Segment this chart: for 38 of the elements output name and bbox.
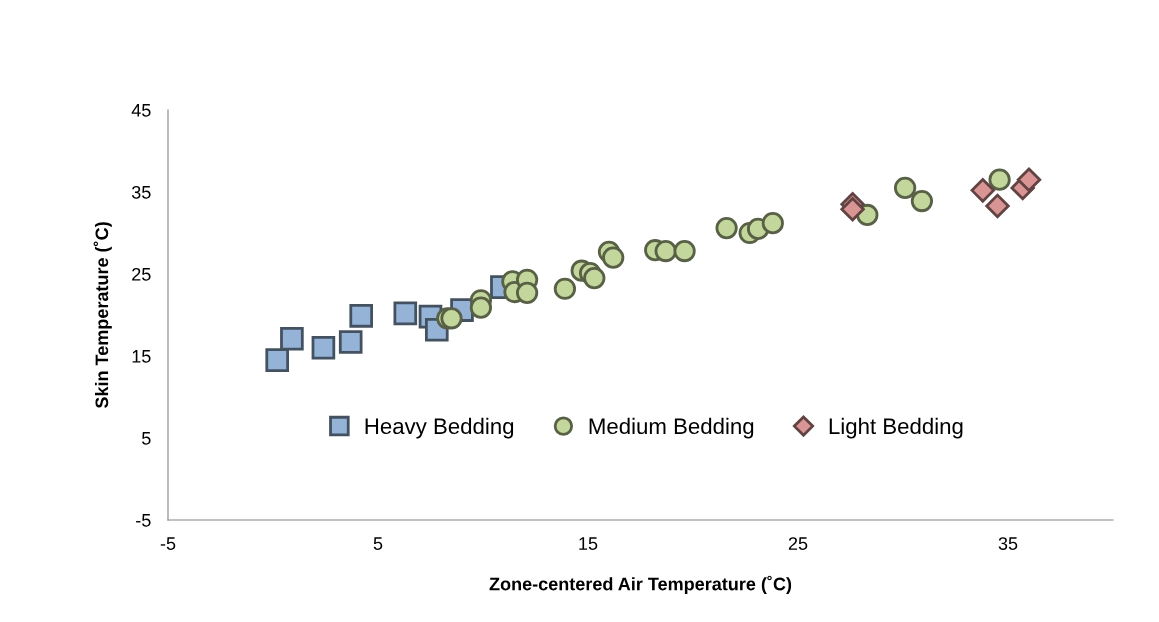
point [970,178,995,203]
legend-label: Medium Bedding [589,417,754,439]
point [583,266,606,290]
y-tick-label: 45 [131,104,151,117]
point [1016,167,1042,192]
point [311,335,336,360]
point [602,246,625,269]
point [840,197,865,222]
x-tick-label: 15 [579,537,598,550]
point [715,216,738,240]
point [280,326,304,351]
point [349,304,374,328]
y-axis-title: Skin Temperature (˚C) [93,222,112,409]
x-tick-label: 25 [788,537,808,550]
point [893,176,917,200]
x-tick-label: 35 [998,537,1018,550]
point [469,296,493,319]
y-tick-label: 35 [131,185,151,199]
point [985,193,1010,219]
point [988,168,1011,191]
y-tick-label: 25 [132,267,151,281]
legend-label: Light Bedding [829,417,963,439]
x-tick-label: -5 [160,537,176,550]
point [393,301,418,326]
y-tick-label: 15 [132,350,151,363]
x-axis-title: Zone-centered Air Temperature (˚C) [489,575,792,594]
point [910,189,934,213]
legend-label: Heavy Bedding [365,417,514,439]
y-tick-label: -5 [136,514,151,527]
point [265,348,290,372]
point [761,212,784,235]
x-tick-label: 5 [373,537,383,550]
y-tick-label: 5 [142,432,151,445]
point [673,239,696,263]
point [553,277,577,300]
point [338,330,363,354]
point [654,239,677,263]
point [515,281,539,304]
